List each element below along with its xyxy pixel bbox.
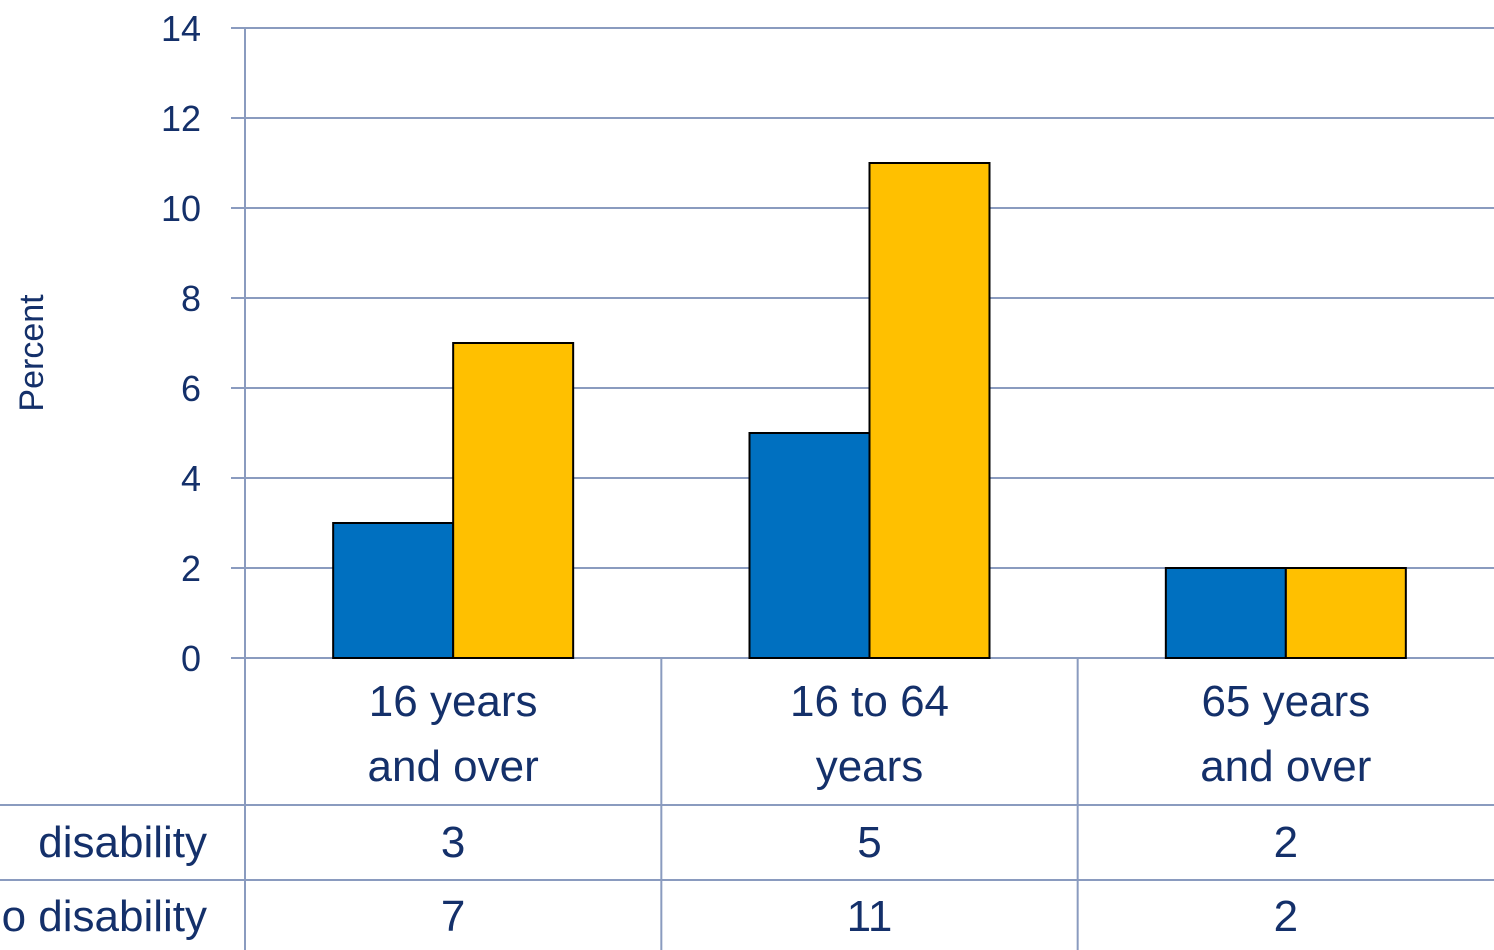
y-tick-labels: 0 2 4 6 8 10 12 14 <box>161 8 201 679</box>
category-label: years <box>816 742 924 791</box>
table-cell-value: 2 <box>1274 818 1298 867</box>
category-label: and over <box>368 742 539 791</box>
bar-disability-2 <box>1164 567 1287 659</box>
y-axis-label: Percent <box>13 294 51 412</box>
y-tick-label: 10 <box>161 188 201 229</box>
axes <box>231 27 246 950</box>
y-tick-label: 0 <box>181 638 201 679</box>
category-label: 16 years <box>369 677 538 726</box>
category-label: 65 years <box>1201 677 1370 726</box>
category-labels: 16 years and over 16 to 64 years 65 years and… <box>368 677 1372 791</box>
table-cell-value: 7 <box>441 892 465 941</box>
bar-no-disability-1 <box>868 162 991 659</box>
category-label: 16 to 64 <box>790 677 949 726</box>
y-tick-label: 8 <box>181 278 201 319</box>
y-tick-label: 6 <box>181 368 201 409</box>
category-label: and over <box>1200 742 1371 791</box>
bar-disability-1 <box>748 432 871 659</box>
y-tick-label: 14 <box>161 8 201 49</box>
data-table: disability 3 5 2 no disability 7 11 2 <box>0 658 1494 950</box>
bars <box>332 162 1407 659</box>
table-row-label: no disability <box>0 892 207 941</box>
y-tick-label: 4 <box>181 458 201 499</box>
bar-no-disability-2 <box>1284 567 1407 659</box>
bar-disability-0 <box>332 522 455 659</box>
table-cell-value: 2 <box>1274 892 1298 941</box>
table-cell-value: 11 <box>847 892 893 941</box>
table-cell-value: 3 <box>441 818 465 867</box>
bar-no-disability-0 <box>452 342 575 659</box>
table-row-label: disability <box>38 818 207 867</box>
table-cell-value: 5 <box>857 818 881 867</box>
y-tick-label: 12 <box>161 98 201 139</box>
y-tick-label: 2 <box>181 548 201 589</box>
